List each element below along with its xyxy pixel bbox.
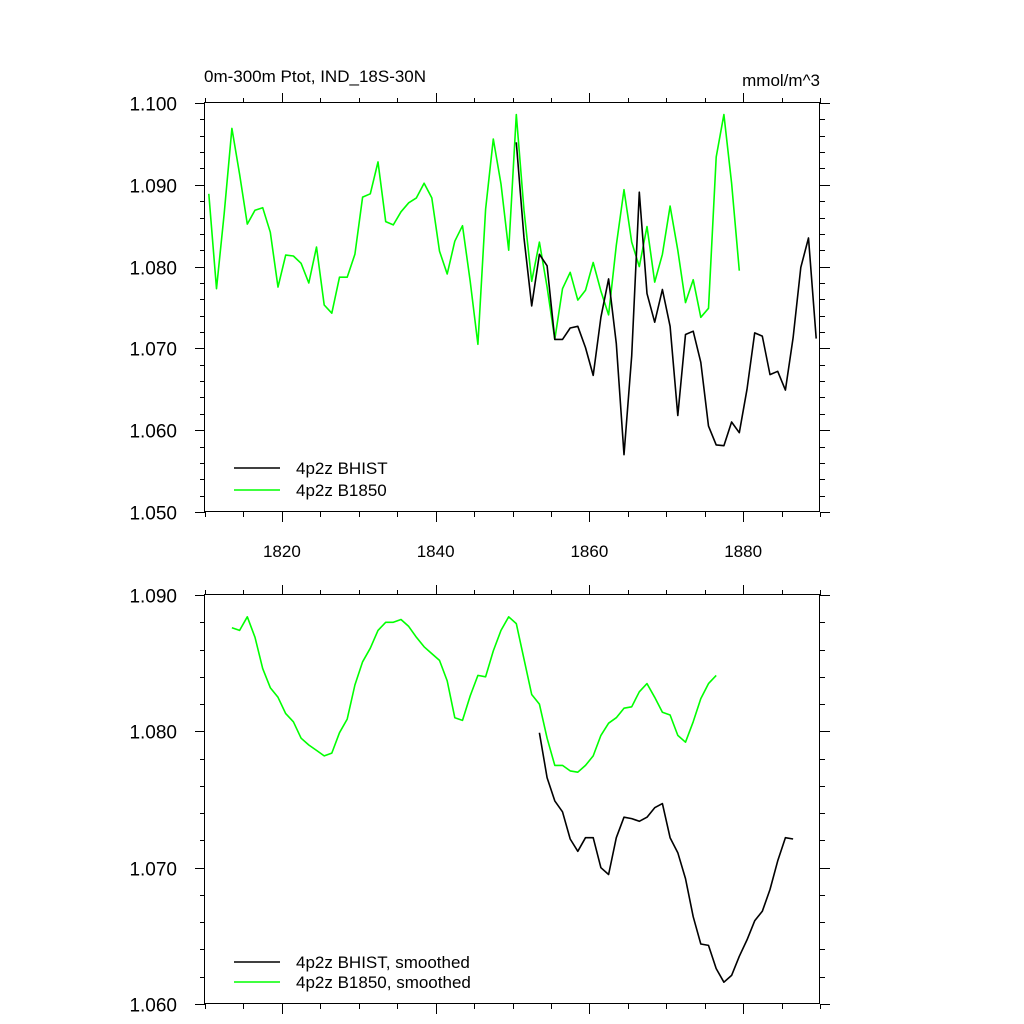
bottom-series-line-b1850: [231, 615, 717, 774]
top-legend: 4p2z BHIST 4p2z B1850: [234, 459, 388, 500]
top-series-line-b1850: [208, 113, 741, 346]
bottom-plot-frame: [204, 594, 820, 1004]
top-y-tick-label: 1.090: [129, 177, 177, 198]
bottom-series-lines: [231, 615, 794, 984]
top-y-tick-label: 1.050: [129, 504, 177, 525]
bottom-y-tick-label: 1.060: [129, 996, 177, 1017]
bottom-y-tick-label: 1.080: [129, 723, 177, 744]
bottom-legend: 4p2z BHIST, smoothed 4p2z B1850, smoothe…: [234, 953, 471, 992]
bottom-panel: 1.060 1.070 1.080 1.090 4p2z BHIST, smoothe…: [129, 585, 830, 1017]
top-y-tick-label: 1.100: [129, 95, 177, 116]
legend-label-bhist: 4p2z BHIST: [296, 459, 388, 478]
top-y-tick-label: 1.060: [129, 422, 177, 443]
top-ticks: 1820 1840 1860 1880 1.050 1.060 1.070 1.080 1.09…: [129, 93, 830, 561]
legend-label-b1850: 4p2z B1850: [296, 481, 387, 500]
bottom-series-line-bhist: [538, 732, 794, 984]
top-series-lines: [208, 113, 817, 456]
top-x-tick-label: 1820: [263, 542, 301, 561]
top-y-tick-label: 1.080: [129, 259, 177, 280]
top-y-tick-label: 1.070: [129, 340, 177, 361]
top-series-line-bhist: [515, 142, 817, 456]
bottom-y-tick-label: 1.070: [129, 860, 177, 881]
bottom-y-tick-label: 1.090: [129, 587, 177, 608]
top-panel: 0m-300m Ptot, IND_18S-30N mmol/m^3 1820 1…: [129, 67, 830, 561]
legend-label-bhist-smoothed: 4p2z BHIST, smoothed: [296, 953, 470, 972]
bottom-ticks: 1.060 1.070 1.080 1.090: [129, 585, 830, 1017]
top-plot-frame: [204, 102, 820, 512]
chart-title: 0m-300m Ptot, IND_18S-30N: [204, 67, 426, 86]
top-x-tick-label: 1860: [570, 542, 608, 561]
top-x-tick-label: 1840: [417, 542, 455, 561]
legend-label-b1850-smoothed: 4p2z B1850, smoothed: [296, 973, 471, 992]
units-label: mmol/m^3: [742, 71, 820, 90]
top-x-tick-label: 1880: [724, 542, 762, 561]
